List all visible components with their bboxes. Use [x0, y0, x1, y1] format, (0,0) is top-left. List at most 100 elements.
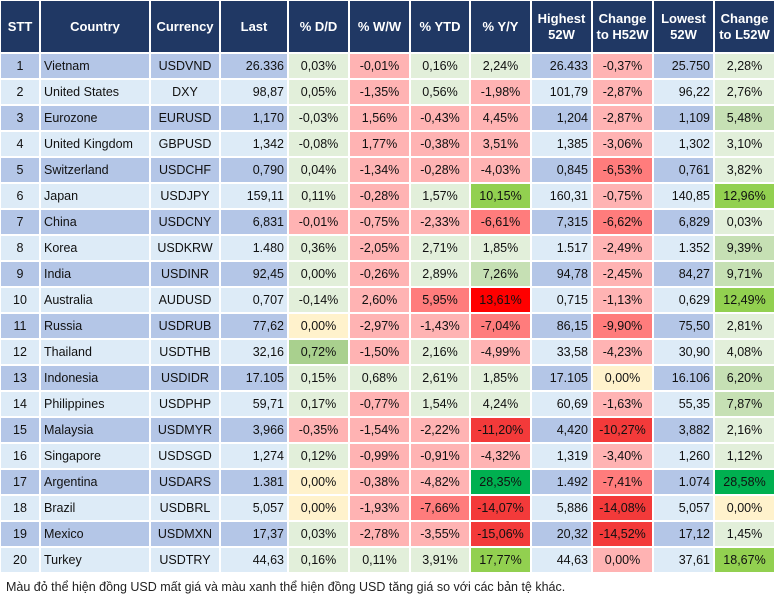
cell-change-to-h52w: -0,75%	[593, 184, 652, 208]
header-d-d: % D/D	[289, 1, 348, 52]
cell-ytd: 3,91%	[411, 548, 469, 572]
cell-currency: USDKRW	[151, 236, 219, 260]
cell-w-w: -0,26%	[350, 262, 409, 286]
cell-change-to-l52w: 12,96%	[715, 184, 774, 208]
table-row: 13 Indonesia USDIDR 17.105 0,15% 0,68% 2,61% 1,…	[1, 366, 774, 390]
header-stt: STT	[1, 1, 39, 52]
currency-table: STT Country Currency Last% D/D% W/W% YTD% Y…	[1, 1, 774, 572]
cell-stt: 1	[1, 54, 39, 78]
cell-d-d: -0,01%	[289, 210, 348, 234]
cell-y-y: 4,45%	[471, 106, 530, 130]
cell-ytd: -7,66%	[411, 496, 469, 520]
cell-last: 44,63	[221, 548, 287, 572]
cell-y-y: 3,51%	[471, 132, 530, 156]
header-country: Country	[41, 1, 149, 52]
cell-country: Eurozone	[41, 106, 149, 130]
cell-country: Turkey	[41, 548, 149, 572]
table-row: 8 Korea USDKRW 1.480 0,36% -2,05% 2,71% 1,85% 1.…	[1, 236, 774, 260]
cell-y-y: -14,07%	[471, 496, 530, 520]
cell-country: China	[41, 210, 149, 234]
cell-country: Japan	[41, 184, 149, 208]
cell-ytd: 2,71%	[411, 236, 469, 260]
cell-w-w: 1,77%	[350, 132, 409, 156]
header-w-w: % W/W	[350, 1, 409, 52]
cell-highest-52w: 17.105	[532, 366, 591, 390]
cell-y-y: -1,98%	[471, 80, 530, 104]
cell-lowest-52w: 17,12	[654, 522, 713, 546]
cell-ytd: -0,91%	[411, 444, 469, 468]
cell-change-to-h52w: -0,37%	[593, 54, 652, 78]
cell-d-d: 0,72%	[289, 340, 348, 364]
cell-change-to-l52w: 2,28%	[715, 54, 774, 78]
cell-country: Australia	[41, 288, 149, 312]
cell-change-to-h52w: -2,49%	[593, 236, 652, 260]
cell-currency: EURUSD	[151, 106, 219, 130]
cell-currency: AUDUSD	[151, 288, 219, 312]
cell-change-to-h52w: -1,63%	[593, 392, 652, 416]
cell-change-to-h52w: -3,06%	[593, 132, 652, 156]
cell-change-to-l52w: 18,67%	[715, 548, 774, 572]
cell-ytd: -1,43%	[411, 314, 469, 338]
cell-stt: 6	[1, 184, 39, 208]
cell-stt: 15	[1, 418, 39, 442]
cell-stt: 19	[1, 522, 39, 546]
cell-country: India	[41, 262, 149, 286]
table-row: 20 Turkey USDTRY 44,63 0,16% 0,11% 3,91% 17,77%…	[1, 548, 774, 572]
cell-last: 1,274	[221, 444, 287, 468]
cell-stt: 17	[1, 470, 39, 494]
cell-change-to-h52w: -14,08%	[593, 496, 652, 520]
cell-last: 17,37	[221, 522, 287, 546]
cell-currency: USDJPY	[151, 184, 219, 208]
cell-d-d: 0,17%	[289, 392, 348, 416]
cell-lowest-52w: 55,35	[654, 392, 713, 416]
cell-change-to-h52w: 0,00%	[593, 548, 652, 572]
cell-currency: USDTRY	[151, 548, 219, 572]
cell-w-w: -1,54%	[350, 418, 409, 442]
cell-stt: 14	[1, 392, 39, 416]
cell-ytd: 5,95%	[411, 288, 469, 312]
cell-d-d: 0,12%	[289, 444, 348, 468]
cell-d-d: 0,15%	[289, 366, 348, 390]
cell-y-y: -11,20%	[471, 418, 530, 442]
cell-change-to-l52w: 3,82%	[715, 158, 774, 182]
cell-country: United Kingdom	[41, 132, 149, 156]
cell-y-y: 10,15%	[471, 184, 530, 208]
cell-currency: USDTHB	[151, 340, 219, 364]
cell-change-to-l52w: 12,49%	[715, 288, 774, 312]
cell-d-d: -0,35%	[289, 418, 348, 442]
cell-lowest-52w: 5,057	[654, 496, 713, 520]
cell-change-to-h52w: -3,40%	[593, 444, 652, 468]
cell-change-to-l52w: 1,12%	[715, 444, 774, 468]
cell-d-d: 0,36%	[289, 236, 348, 260]
cell-country: Vietnam	[41, 54, 149, 78]
cell-d-d: 0,00%	[289, 470, 348, 494]
cell-last: 1.480	[221, 236, 287, 260]
cell-y-y: -4,99%	[471, 340, 530, 364]
table-row: 9 India USDINR 92,45 0,00% -0,26% 2,89% 7,26% 94…	[1, 262, 774, 286]
cell-highest-52w: 20,32	[532, 522, 591, 546]
cell-highest-52w: 60,69	[532, 392, 591, 416]
cell-change-to-l52w: 3,10%	[715, 132, 774, 156]
cell-change-to-h52w: -10,27%	[593, 418, 652, 442]
cell-lowest-52w: 0,629	[654, 288, 713, 312]
cell-y-y: -4,32%	[471, 444, 530, 468]
header-change-to-h52w: Change to H52W	[593, 1, 652, 52]
cell-change-to-h52w: 0,00%	[593, 366, 652, 390]
cell-change-to-h52w: -9,90%	[593, 314, 652, 338]
table-row: 12 Thailand USDTHB 32,16 0,72% -1,50% 2,16% -4,…	[1, 340, 774, 364]
cell-change-to-l52w: 9,39%	[715, 236, 774, 260]
cell-stt: 9	[1, 262, 39, 286]
table-row: 1 Vietnam USDVND 26.336 0,03% -0,01% 0,16% 2,24…	[1, 54, 774, 78]
cell-lowest-52w: 3,882	[654, 418, 713, 442]
cell-w-w: -2,78%	[350, 522, 409, 546]
cell-lowest-52w: 30,90	[654, 340, 713, 364]
cell-highest-52w: 1.492	[532, 470, 591, 494]
table-row: 3 Eurozone EURUSD 1,170 -0,03% 1,56% -0,43% 4,4…	[1, 106, 774, 130]
cell-ytd: 2,16%	[411, 340, 469, 364]
cell-lowest-52w: 16.106	[654, 366, 713, 390]
cell-y-y: -7,04%	[471, 314, 530, 338]
header-last: Last	[221, 1, 287, 52]
cell-last: 3,966	[221, 418, 287, 442]
cell-d-d: 0,03%	[289, 522, 348, 546]
cell-highest-52w: 33,58	[532, 340, 591, 364]
